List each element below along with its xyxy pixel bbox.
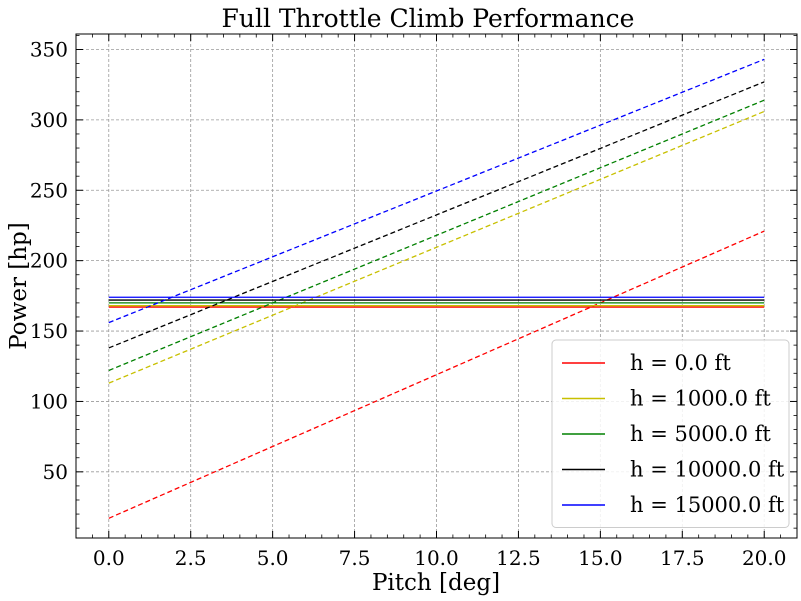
y-tick-label: 350 — [30, 37, 68, 61]
x-tick-label: 10.0 — [414, 546, 459, 570]
y-tick-label: 150 — [30, 319, 68, 343]
legend-label: h = 1000.0 ft — [630, 387, 771, 411]
x-tick-label: 15.0 — [578, 546, 623, 570]
y-tick-label: 200 — [30, 249, 68, 273]
y-axis-label: Power [hp] — [6, 222, 32, 349]
x-tick-label: 0.0 — [93, 546, 125, 570]
x-axis-label: Pitch [deg] — [372, 570, 500, 596]
y-tick-label: 50 — [43, 460, 68, 484]
legend-box — [551, 339, 790, 528]
x-tick-label: 17.5 — [660, 546, 705, 570]
plot-series — [108, 58, 765, 519]
required-power-line-3 — [108, 81, 765, 349]
required-power-line-4 — [108, 58, 765, 324]
y-tick-label: 300 — [30, 108, 68, 132]
chart-title: Full Throttle Climb Performance — [222, 4, 635, 33]
legend-label: h = 15000.0 ft — [630, 493, 785, 517]
legend-label: h = 5000.0 ft — [630, 422, 771, 446]
legend-label: h = 10000.0 ft — [630, 458, 785, 482]
x-tick-label: 2.5 — [175, 546, 207, 570]
x-tick-label: 20.0 — [742, 546, 787, 570]
x-tick-label: 7.5 — [339, 546, 371, 570]
x-tick-label: 12.5 — [496, 546, 541, 570]
required-power-line-1 — [108, 110, 765, 384]
axis-ticks: 0.0 2.5 5.0 7.5 10.0 12.5 15.0 17.5 20.0 50 100 150… — [30, 34, 797, 570]
required-power-line-0 — [108, 230, 765, 519]
legend: h = 0.0 ft h = 1000.0 ft h = 5000.0 ft h = … — [551, 339, 790, 528]
required-power-line-2 — [108, 99, 765, 372]
y-tick-label: 250 — [30, 178, 68, 202]
x-tick-label: 5.0 — [257, 546, 289, 570]
legend-label: h = 0.0 ft — [630, 351, 731, 375]
y-tick-label: 100 — [30, 389, 68, 413]
